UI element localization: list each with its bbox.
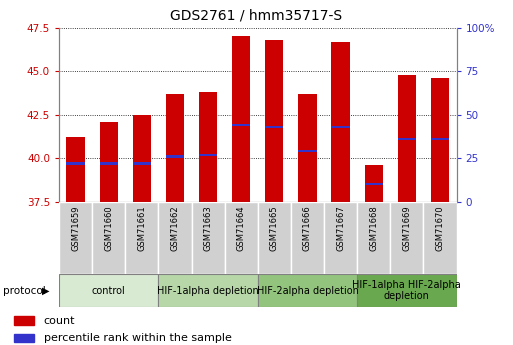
Text: count: count (44, 316, 75, 326)
Text: GSM71667: GSM71667 (336, 206, 345, 251)
Text: GSM71659: GSM71659 (71, 206, 80, 251)
Bar (431, 138, 449, 140)
Text: GSM71661: GSM71661 (137, 206, 146, 251)
Bar (265, 40, 284, 202)
Text: HIF-2alpha depletion: HIF-2alpha depletion (256, 286, 359, 296)
Bar (13, 334, 34, 342)
Bar (398, 138, 416, 140)
Bar (159, 274, 258, 307)
Text: protocol: protocol (3, 286, 45, 296)
Bar (357, 202, 390, 274)
Bar (431, 78, 449, 202)
Bar (67, 162, 85, 165)
Bar (100, 122, 118, 202)
Bar (159, 202, 191, 274)
Bar (365, 183, 383, 186)
Bar (357, 274, 457, 307)
Text: ▶: ▶ (43, 286, 50, 296)
Bar (225, 202, 258, 274)
Bar (67, 137, 85, 202)
Bar (291, 202, 324, 274)
Bar (423, 202, 457, 274)
Bar (133, 162, 151, 165)
Bar (232, 124, 250, 126)
Text: GSM71668: GSM71668 (369, 206, 378, 251)
Text: control: control (92, 286, 126, 296)
Bar (365, 165, 383, 202)
Text: GSM71666: GSM71666 (303, 206, 312, 251)
Bar (166, 94, 184, 202)
Bar (398, 75, 416, 202)
Bar (166, 156, 184, 158)
Bar (232, 36, 250, 202)
Bar (390, 202, 423, 274)
Bar (59, 202, 92, 274)
Bar (92, 202, 125, 274)
Bar (133, 115, 151, 202)
Text: GSM71660: GSM71660 (104, 206, 113, 251)
Bar (265, 126, 284, 128)
Text: GDS2761 / hmm35717-S: GDS2761 / hmm35717-S (170, 9, 343, 23)
Bar (125, 202, 159, 274)
Bar (258, 202, 291, 274)
Bar (331, 41, 350, 202)
Text: GSM71665: GSM71665 (270, 206, 279, 251)
Bar (59, 274, 159, 307)
Bar (299, 94, 317, 202)
Bar (258, 274, 357, 307)
Text: GSM71663: GSM71663 (204, 206, 212, 251)
Bar (100, 162, 118, 165)
Bar (331, 126, 350, 128)
Bar (299, 150, 317, 152)
Text: HIF-1alpha HIF-2alpha
depletion: HIF-1alpha HIF-2alpha depletion (352, 280, 461, 302)
Text: GSM71664: GSM71664 (236, 206, 246, 251)
Text: GSM71662: GSM71662 (170, 206, 180, 251)
Bar (199, 92, 217, 202)
Text: GSM71669: GSM71669 (402, 206, 411, 251)
Bar (324, 202, 357, 274)
Text: HIF-1alpha depletion: HIF-1alpha depletion (157, 286, 259, 296)
Text: percentile rank within the sample: percentile rank within the sample (44, 333, 231, 343)
Bar (13, 316, 34, 325)
Bar (199, 154, 217, 156)
Text: GSM71670: GSM71670 (436, 206, 444, 251)
Bar (191, 202, 225, 274)
